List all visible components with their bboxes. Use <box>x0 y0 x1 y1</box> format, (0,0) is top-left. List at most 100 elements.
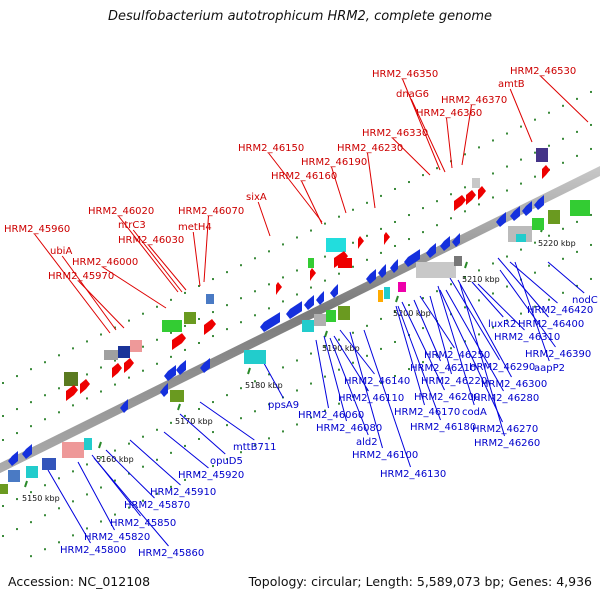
label-hrm2-46150: HRM2_46150 <box>238 143 304 154</box>
strand-dot <box>576 130 578 133</box>
feature-block <box>206 294 214 304</box>
feature-block <box>378 290 383 302</box>
strand-dot <box>492 139 494 142</box>
label-hrm2-46130: HRM2_46130 <box>380 469 446 480</box>
reverse-gene-arrow <box>160 383 168 397</box>
strand-dot <box>506 165 508 168</box>
feature-block <box>244 350 266 364</box>
strand-dot <box>352 361 354 364</box>
label-hrm2-46020: HRM2_46020 <box>88 206 154 217</box>
forward-gene-arrow <box>334 251 348 268</box>
strand-dot <box>254 257 256 260</box>
leader-line <box>499 269 556 348</box>
leader-line <box>349 331 383 449</box>
leader-line <box>148 244 187 291</box>
leader-line <box>437 285 475 406</box>
strand-dot <box>380 347 382 350</box>
feature-block <box>454 256 462 266</box>
strand-dot <box>170 451 172 454</box>
strand-dot <box>366 201 368 204</box>
strand-dot <box>198 407 200 410</box>
strand-dot <box>268 250 270 253</box>
strand-dot <box>534 271 536 274</box>
feature-block <box>8 470 20 482</box>
strand-dot <box>114 359 116 362</box>
strand-dot <box>380 227 382 230</box>
leader-line <box>329 337 369 436</box>
strand-dot <box>520 182 522 185</box>
label-hrm2-46160: HRM2_46160 <box>271 171 337 182</box>
strand-dot <box>506 255 508 258</box>
strand-dot <box>142 465 144 468</box>
strand-dot <box>240 297 242 300</box>
leader-line <box>509 261 558 304</box>
strand-dot <box>478 333 480 336</box>
strand-dot <box>352 331 354 334</box>
scale-label: 5160 kbp <box>96 455 134 464</box>
leader-line <box>461 104 472 166</box>
feature-block <box>162 320 182 332</box>
strand-dot <box>30 491 32 494</box>
label-hrm2-45970: HRM2_45970 <box>48 271 114 282</box>
strand-dot <box>548 264 550 267</box>
strand-dot <box>590 243 592 246</box>
strand-dot <box>72 347 74 350</box>
scale-label: 5200 kbp <box>393 309 431 318</box>
leader-line <box>402 78 441 171</box>
label-hrm2-46180: HRM2_46180 <box>410 422 476 433</box>
leader-line <box>457 279 512 378</box>
label-hrm2-45920: HRM2_45920 <box>178 470 244 481</box>
leader-line <box>509 88 533 143</box>
label-hrm2-46080: HRM2_46080 <box>316 423 382 434</box>
strand-dot <box>520 125 522 128</box>
label-hrm2-46100: HRM2_46100 <box>352 450 418 461</box>
forward-gene-arrow <box>66 385 78 401</box>
label-hrm2-46290: HRM2_46290 <box>469 362 535 373</box>
forward-gene-arrow <box>542 165 550 179</box>
strand-dot <box>338 368 340 371</box>
strand-dot <box>366 388 368 391</box>
strand-dot <box>590 213 592 216</box>
label-luxr2: luxR2 <box>488 319 516 330</box>
strand-dot <box>338 402 340 405</box>
strand-dot <box>310 352 312 355</box>
strand-dot <box>436 290 438 293</box>
strand-dot <box>212 431 214 434</box>
feature-block <box>130 340 142 352</box>
strand-dot <box>562 137 564 140</box>
strand-dot <box>128 376 130 379</box>
label-coda: codA <box>462 407 487 418</box>
feature-block <box>170 390 184 402</box>
label-hrm2-46110: HRM2_46110 <box>338 393 404 404</box>
strand-dot <box>198 284 200 287</box>
strand-dot <box>366 324 368 327</box>
strand-dot <box>576 97 578 100</box>
strand-dot <box>86 493 88 496</box>
strand-dot <box>198 471 200 474</box>
strand-dot <box>100 486 102 489</box>
strand-dot <box>184 478 186 481</box>
strand-dot <box>212 335 214 338</box>
label-hrm2-46350: HRM2_46350 <box>372 69 438 80</box>
strand-dot <box>506 319 508 322</box>
label-hrm2-46300: HRM2_46300 <box>481 379 547 390</box>
strand-dot <box>212 278 214 281</box>
feature-block <box>42 458 56 470</box>
scale-label: 5180 kbp <box>245 381 283 390</box>
feature-block <box>536 148 548 162</box>
leader-line <box>179 413 226 455</box>
strand-dot <box>422 174 424 177</box>
scale-tick <box>24 480 28 488</box>
strand-dot <box>464 186 466 189</box>
leader-line <box>192 231 201 287</box>
strand-dot <box>156 305 158 308</box>
strand-dot <box>72 534 74 537</box>
strand-dot <box>170 331 172 334</box>
page-title: Desulfobacterium autotrophicum HRM2, com… <box>107 9 493 24</box>
leader-line <box>413 299 441 362</box>
reverse-gene-arrow <box>510 206 520 221</box>
gene-labels: HRM2_46530 HRM2_46350 dnaG6 HRM2_46370 amtB H… <box>4 66 598 559</box>
reverse-gene-arrow <box>378 264 386 278</box>
strand-dot <box>520 248 522 251</box>
